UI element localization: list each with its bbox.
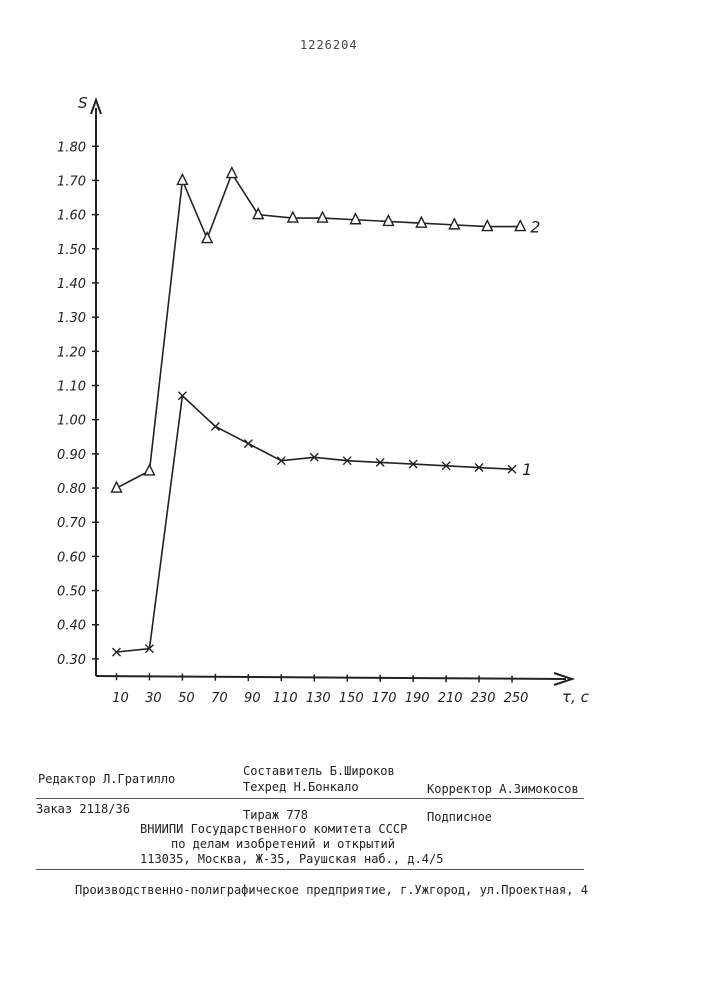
y-tick-label: 1.00 — [57, 414, 86, 429]
x-tick-label: 130 — [306, 691, 331, 706]
order-number: Заказ 2118/36 — [36, 802, 130, 816]
y-tick-label: 0.30 — [57, 653, 86, 668]
x-axis-line — [96, 676, 566, 679]
series-1-point — [211, 423, 219, 431]
series-2-point — [482, 221, 492, 231]
series-2-point — [318, 212, 328, 222]
series-2-label: 2 — [530, 218, 540, 237]
y-tick-label: 1.80 — [57, 140, 86, 155]
x-axis-label: τ, c — [562, 688, 590, 706]
x-tick-label: 30 — [145, 691, 162, 706]
x-tick-label: 90 — [244, 691, 261, 706]
y-tick-label: 0.60 — [57, 550, 86, 565]
series-2-point — [350, 214, 360, 224]
series-layer: 12 — [111, 168, 540, 656]
x-tick-label: 70 — [211, 691, 228, 706]
y-tick-label: 0.80 — [57, 482, 86, 497]
y-tick-label: 1.20 — [57, 345, 86, 360]
x-tick-label: 210 — [438, 691, 463, 706]
circulation: Тираж 778 — [243, 808, 308, 822]
series-1-label: 1 — [522, 460, 532, 479]
chart-axes — [91, 100, 572, 685]
series-2-point — [227, 168, 237, 178]
y-tick-label: 1.30 — [57, 311, 86, 326]
line-chart: 0.30 0.40 0.50 0.60 0.70 0.80 0.90 1.00 1.10 1.20… — [0, 0, 707, 740]
y-tick-label: 0.50 — [57, 585, 86, 600]
series-2-point — [449, 219, 459, 229]
series-2-point — [177, 174, 187, 184]
printer-line: Производственно-полиграфическое предприя… — [75, 883, 588, 897]
org-line-2: по делам изобретений и открытий — [171, 837, 395, 851]
x-tick-label: 230 — [471, 691, 496, 706]
subscription: Подписное — [427, 810, 492, 824]
y-axis-label: S — [78, 94, 88, 112]
y-tick-label: 1.60 — [57, 209, 86, 224]
compiler-credit: Составитель Б.Широков — [243, 764, 395, 778]
x-tick-label: 150 — [339, 691, 364, 706]
org-line-1: ВНИИПИ Государственного комитета СССР — [140, 822, 407, 836]
y-tick-label: 0.70 — [57, 516, 86, 531]
series-1-point — [244, 440, 252, 448]
series-2-point — [383, 215, 393, 225]
divider — [36, 869, 584, 870]
series-2-point — [515, 221, 525, 231]
series-2-point — [144, 465, 154, 475]
corrector-credit: Корректор А.Зимокосов — [427, 782, 579, 796]
org-line-3: 113035, Москва, Ж-35, Раушская наб., д.4… — [140, 852, 443, 866]
y-tick-label: 1.70 — [57, 174, 86, 189]
x-tick-label: 10 — [112, 691, 129, 706]
x-tick-label: 190 — [405, 691, 430, 706]
y-tick-label: 1.10 — [57, 380, 86, 395]
y-tick-label: 0.90 — [57, 448, 86, 463]
x-tick-label: 170 — [372, 691, 397, 706]
x-tick-label: 110 — [273, 691, 298, 706]
y-tick-label: 1.40 — [57, 277, 86, 292]
series-1-line — [116, 396, 512, 652]
y-tick-label: 0.40 — [57, 619, 86, 634]
x-tick-label: 250 — [504, 691, 529, 706]
series-2-point — [416, 217, 426, 227]
divider — [36, 798, 584, 799]
y-axis-ticks: 0.30 0.40 0.50 0.60 0.70 0.80 0.90 1.00 1.10 1.20… — [57, 140, 99, 668]
y-tick-label: 1.50 — [57, 243, 86, 258]
series-2-point — [202, 233, 212, 243]
techred-credit: Техред Н.Бонкало — [243, 780, 359, 794]
editor-credit: Редактор Л.Гратилло — [38, 772, 175, 786]
x-tick-label: 50 — [178, 691, 195, 706]
